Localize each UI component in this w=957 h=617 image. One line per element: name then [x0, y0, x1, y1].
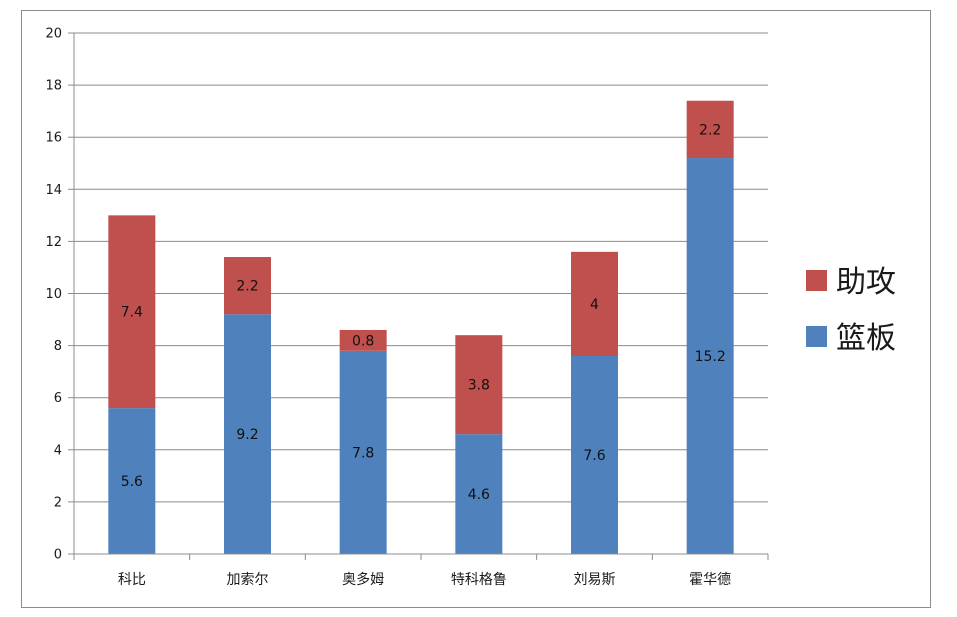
legend-label: 助攻	[836, 265, 896, 300]
data-label: 2.2	[236, 279, 258, 295]
data-label: 4	[590, 297, 599, 313]
legend-swatch	[806, 326, 827, 347]
data-label: 2.2	[699, 122, 721, 138]
bar-segment	[108, 215, 156, 409]
y-tick-label: 6	[54, 391, 62, 406]
bar-segment	[455, 335, 503, 435]
legend-swatch	[806, 270, 827, 291]
bar-segment	[224, 257, 271, 315]
y-tick-label: 8	[54, 339, 62, 354]
category-label: 特科格鲁	[451, 572, 507, 588]
category-label: 霍华德	[689, 572, 731, 588]
data-label: 15.2	[695, 349, 726, 365]
category-label: 科比	[118, 572, 146, 588]
y-tick-label: 12	[45, 235, 62, 250]
bar-segment	[686, 158, 734, 555]
data-label: 7.8	[352, 445, 374, 461]
data-label: 3.8	[468, 378, 490, 394]
data-label: 0.8	[352, 333, 374, 349]
bar-segment	[571, 356, 618, 554]
y-tick-label: 14	[45, 183, 62, 198]
y-tick-label: 4	[54, 443, 62, 458]
gridlines	[74, 32, 768, 503]
data-label: 4.6	[468, 487, 490, 503]
y-tick-label: 2	[54, 495, 62, 510]
bars	[108, 100, 734, 555]
y-tick-label: 10	[45, 287, 62, 302]
category-label: 奥多姆	[342, 571, 384, 588]
bar-segment	[108, 408, 156, 554]
category-label: 加索尔	[227, 571, 269, 588]
y-tick-label: 20	[45, 27, 62, 42]
y-tick-label: 0	[54, 548, 62, 563]
bar-segment	[571, 251, 618, 357]
data-label: 7.4	[121, 305, 143, 321]
bar-segment	[686, 100, 734, 159]
category-label: 刘易斯	[574, 572, 616, 588]
bar-segment	[455, 434, 503, 554]
axes	[68, 32, 769, 560]
legend-label: 篮板	[836, 321, 896, 356]
data-label: 7.6	[583, 448, 605, 464]
data-label: 9.2	[236, 427, 258, 443]
labels: 0 2 4 6 8 10 12 14 16 18 20 5.6 7.4 科比 9.2 2.2 加索尔 7.8 0.8…	[45, 27, 731, 589]
y-tick-label: 18	[45, 79, 62, 94]
bar-segment	[224, 314, 271, 554]
bar-segment	[339, 350, 387, 554]
bar-segment	[339, 329, 387, 351]
y-tick-label: 16	[45, 131, 62, 146]
data-label: 5.6	[121, 474, 143, 490]
